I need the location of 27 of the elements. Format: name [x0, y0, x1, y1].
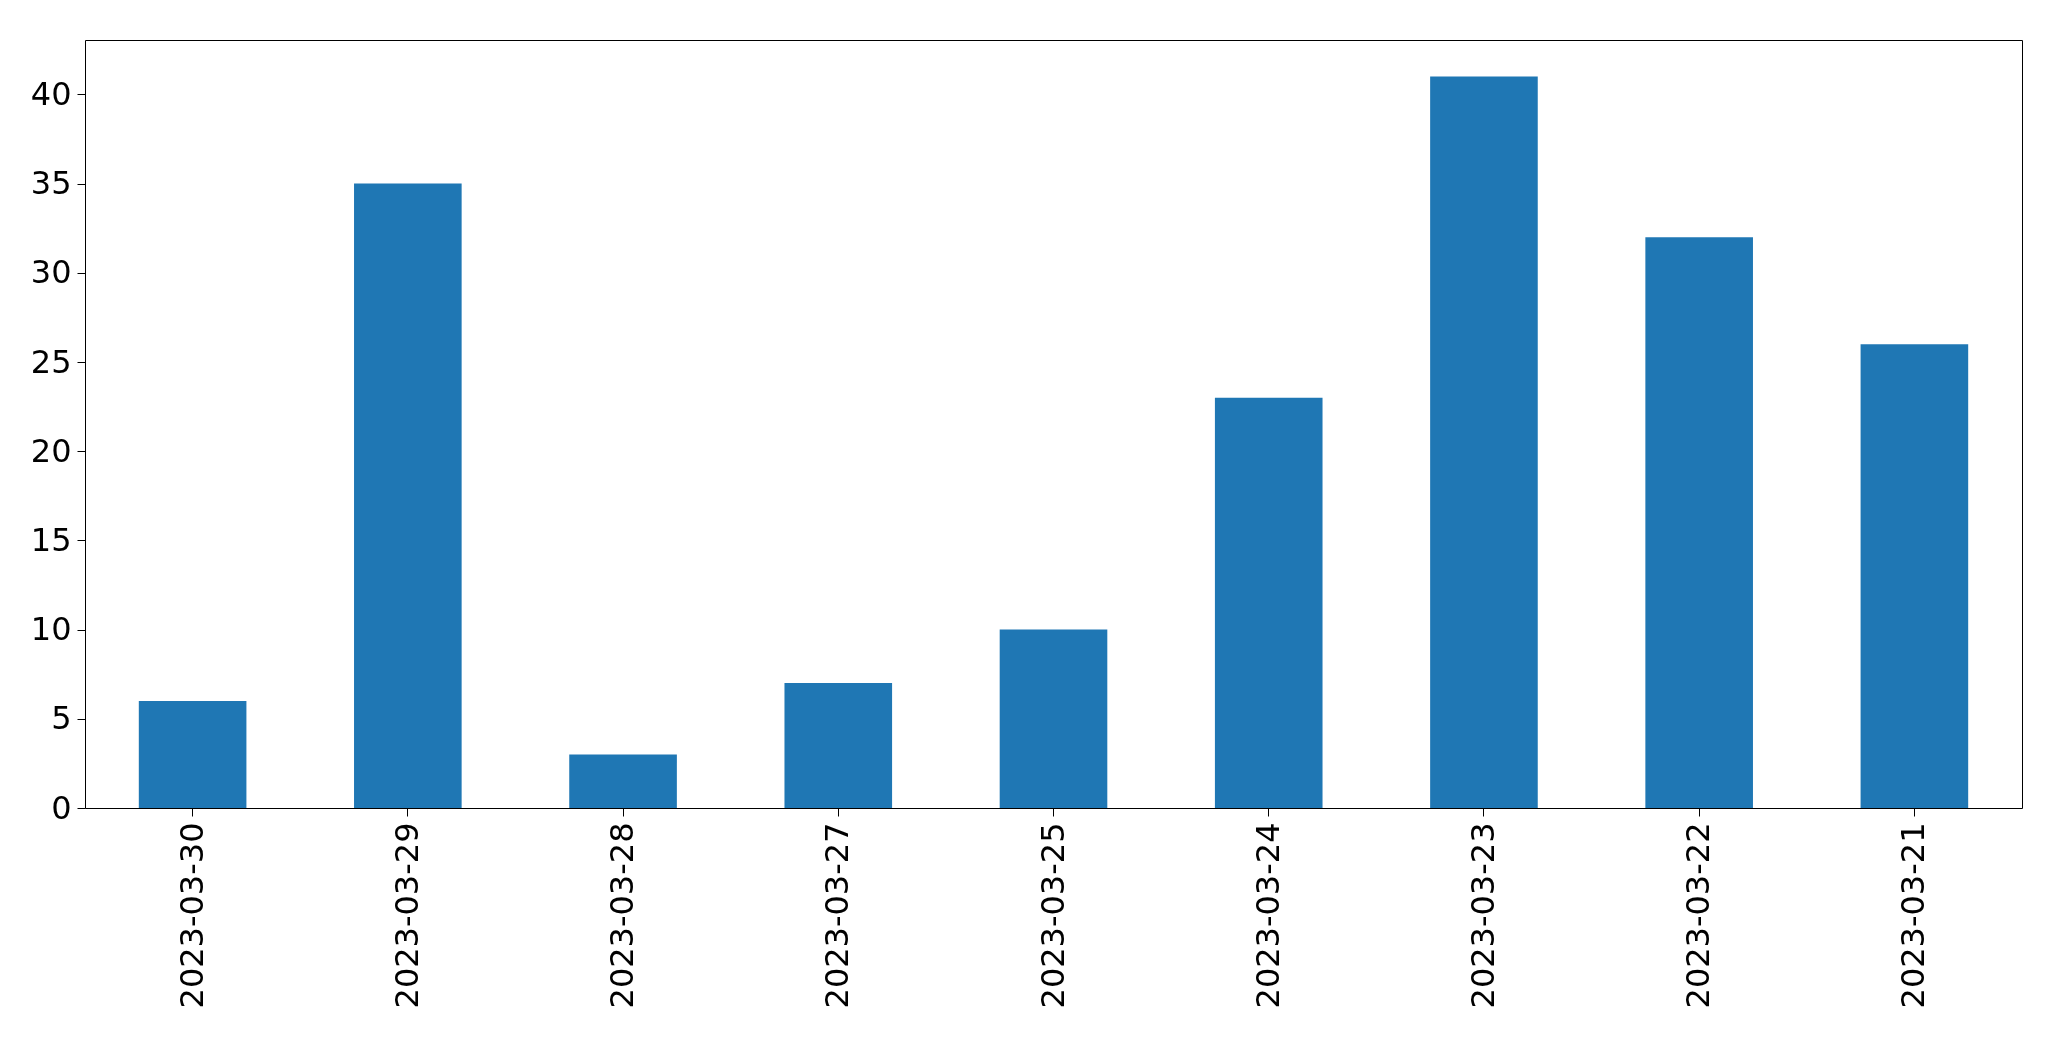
- y-tick-label: 35: [30, 164, 72, 203]
- bar: [138, 700, 247, 808]
- y-tick-label: 10: [30, 610, 72, 649]
- y-tick-label: 25: [30, 342, 72, 381]
- x-tick-label: 2023-03-28: [603, 822, 642, 1009]
- x-tick-label: 2023-03-27: [818, 822, 857, 1009]
- y-tick-label: 30: [30, 253, 72, 292]
- x-tick-label: 2023-03-29: [387, 822, 426, 1009]
- x-tick-label: 2023-03-21: [1894, 822, 1933, 1009]
- x-tick-label: 2023-03-24: [1248, 822, 1287, 1009]
- x-tick-label: 2023-03-25: [1033, 822, 1072, 1009]
- bar: [1645, 237, 1753, 808]
- y-tick-label: 40: [30, 74, 72, 113]
- x-tick-label: 2023-03-22: [1679, 822, 1718, 1009]
- bar: [1214, 397, 1323, 808]
- bar: [999, 629, 1108, 808]
- y-tick-label: 20: [30, 431, 72, 470]
- y-tick-label: 5: [51, 699, 72, 738]
- y-tick-label: 0: [51, 788, 72, 827]
- bar: [354, 183, 462, 808]
- bar: [1430, 76, 1538, 808]
- x-tick-label: 2023-03-23: [1463, 822, 1502, 1009]
- bar: [569, 754, 677, 808]
- bar: [784, 683, 893, 808]
- bar: [1860, 344, 1969, 808]
- y-tick-label: 15: [30, 520, 72, 559]
- x-tick-label: 2023-03-30: [172, 822, 211, 1009]
